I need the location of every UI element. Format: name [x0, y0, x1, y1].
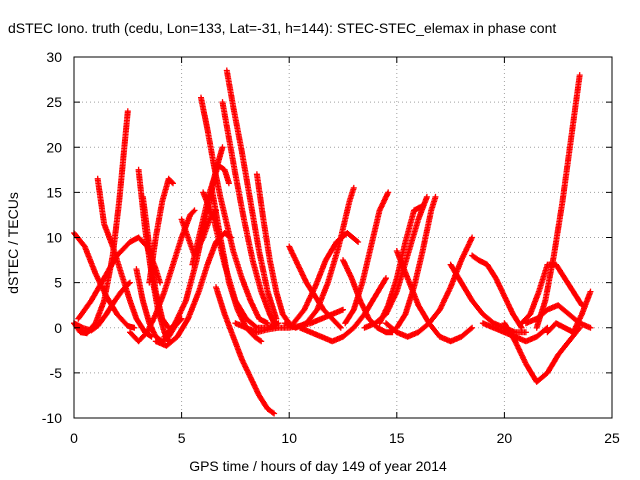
series-5: [94, 175, 155, 340]
series-markers: [219, 99, 278, 327]
y-tick-label: -5: [50, 365, 63, 381]
series-markers: [223, 67, 280, 322]
series-10: [146, 175, 176, 286]
series-markers: [198, 94, 271, 327]
series-34: [447, 261, 529, 336]
plot-marks: [71, 67, 594, 417]
series-18: [219, 99, 278, 327]
x-tick-label: 0: [70, 430, 78, 446]
series-markers: [393, 193, 439, 331]
y-tick-label: 20: [46, 139, 62, 155]
series-19: [223, 67, 280, 322]
series-markers: [94, 175, 155, 340]
series-markers: [501, 320, 583, 385]
series-33: [393, 193, 439, 331]
y-tick-label: 10: [46, 230, 62, 246]
series-markers: [253, 171, 293, 327]
series-35: [469, 252, 525, 331]
series-25: [290, 230, 362, 327]
series-markers: [376, 202, 426, 327]
x-tick-label: 5: [178, 430, 186, 446]
series-markers: [342, 189, 392, 327]
series-28: [342, 189, 392, 327]
y-axis-label: dSTEC / TECUs: [5, 192, 21, 294]
series-20: [213, 284, 278, 417]
series-markers: [469, 252, 525, 331]
series-markers: [522, 302, 594, 331]
series-15: [198, 94, 271, 327]
chart-title: dSTEC Iono. truth (cedu, Lon=133, Lat=-3…: [8, 20, 556, 36]
series-32: [383, 234, 476, 340]
y-tick-label: 25: [46, 94, 62, 110]
y-tick-label: 0: [54, 320, 62, 336]
x-tick-label: 10: [281, 430, 297, 446]
x-tick-label: 20: [497, 430, 513, 446]
series-30: [376, 202, 426, 327]
series-markers: [447, 261, 529, 336]
series-markers: [213, 284, 278, 417]
x-tick-label: 15: [389, 430, 405, 446]
x-axis-label: GPS time / hours of day 149 of year 2014: [189, 458, 447, 474]
y-tick-label: 5: [54, 275, 62, 291]
series-37: [501, 320, 583, 385]
axis-ticks: 0 5 10 15 20 25 -10 -5 0 5 10 15 20 25 30: [42, 49, 620, 446]
series-markers: [533, 72, 583, 331]
series-markers: [383, 234, 476, 340]
x-tick-label: 25: [604, 430, 620, 446]
y-tick-label: 30: [46, 49, 62, 65]
series-41: [522, 302, 594, 331]
series-39: [533, 72, 583, 331]
series-22: [253, 171, 293, 327]
series-markers: [146, 175, 176, 286]
y-tick-label: -10: [42, 410, 62, 426]
series-markers: [290, 230, 362, 327]
y-tick-label: 15: [46, 184, 62, 200]
